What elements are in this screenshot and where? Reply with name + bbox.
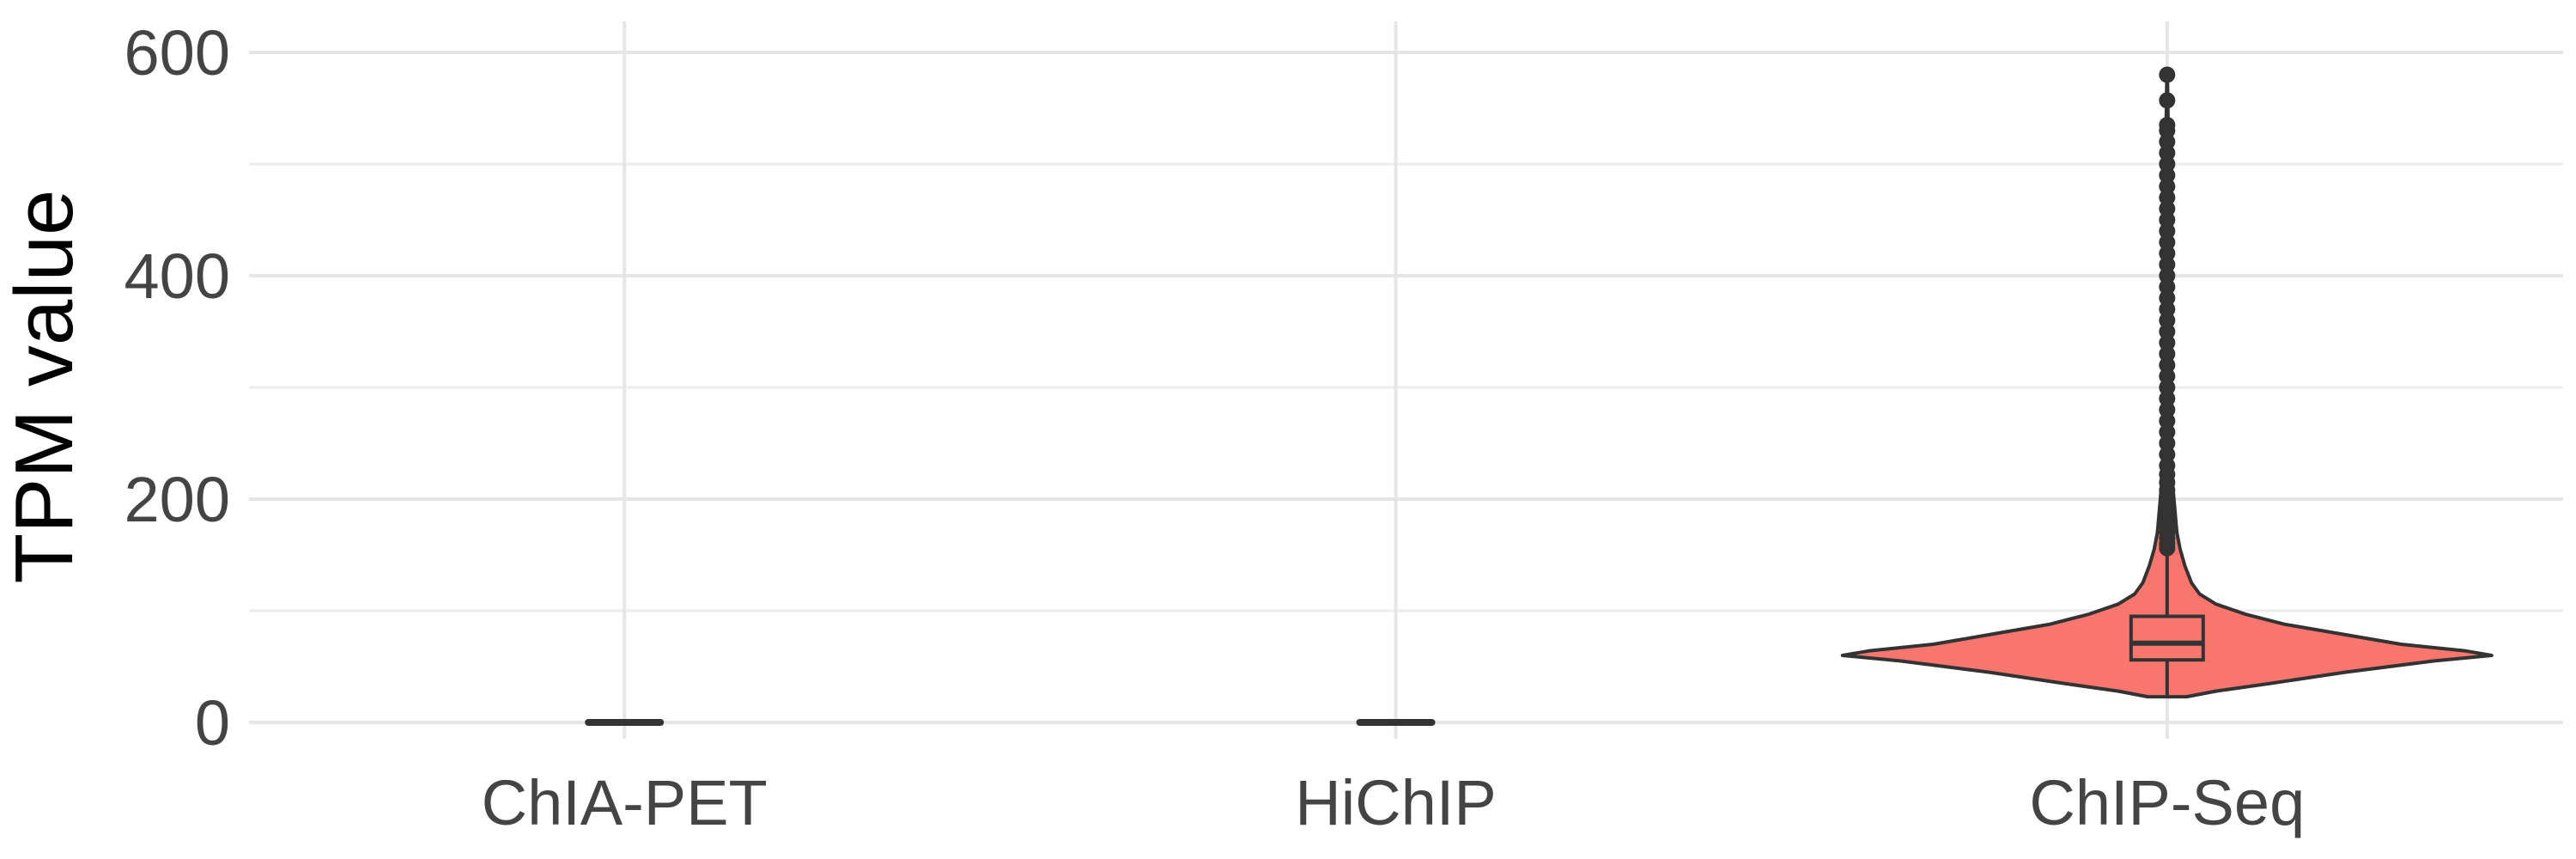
outlier-point — [2159, 122, 2176, 139]
outlier-point — [2159, 323, 2176, 340]
outlier-point — [2159, 435, 2176, 452]
outlier-point — [2159, 267, 2176, 284]
y-tick-label: 400 — [125, 241, 230, 312]
y-tick-label: 200 — [125, 464, 230, 535]
outlier-point — [2159, 200, 2176, 217]
outlier-point — [2159, 423, 2176, 441]
outlier-point — [2159, 256, 2176, 273]
outlier-point — [2159, 155, 2176, 173]
violin-group — [1840, 66, 2494, 699]
outlier-point — [2159, 379, 2176, 396]
outlier-point — [2159, 312, 2176, 329]
outlier-point — [2159, 167, 2176, 184]
outlier-point — [2159, 144, 2176, 161]
x-tick-labels: ChIA-PET HiChIP ChIP-Seq — [482, 767, 2306, 838]
outlier-point — [2159, 66, 2176, 83]
outlier-point — [2159, 390, 2176, 407]
y-axis-title: TPM value — [0, 190, 90, 584]
outlier-point — [2159, 245, 2176, 262]
x-tick-label: ChIP-Seq — [2029, 767, 2305, 838]
outlier-point — [2159, 178, 2176, 195]
outlier-point — [2159, 278, 2176, 295]
outlier-point — [2159, 289, 2176, 307]
y-tick-labels: 0 200 400 600 — [125, 17, 230, 758]
outlier-point — [2159, 539, 2176, 557]
outlier-point — [2159, 222, 2176, 240]
outlier-point — [2159, 92, 2176, 109]
y-tick-label: 0 — [195, 687, 230, 758]
outlier-point — [2159, 189, 2176, 206]
outlier-point — [2159, 334, 2176, 351]
x-tick-label: ChIA-PET — [482, 767, 768, 838]
outlier-point — [2159, 356, 2176, 374]
outlier-point — [2159, 133, 2176, 150]
outlier-point — [2159, 446, 2176, 463]
outlier-point — [2159, 301, 2176, 318]
outlier-point — [2159, 234, 2176, 251]
y-tick-label: 600 — [125, 17, 230, 88]
outlier-point — [2159, 345, 2176, 362]
outlier-point — [2159, 412, 2176, 430]
outlier-point — [2159, 211, 2176, 228]
outlier-point — [2159, 368, 2176, 385]
box — [2129, 614, 2205, 662]
x-tick-label: HiChIP — [1295, 767, 1496, 838]
violins — [585, 66, 2494, 726]
outlier-point — [2159, 401, 2176, 418]
gridlines — [249, 21, 2563, 739]
